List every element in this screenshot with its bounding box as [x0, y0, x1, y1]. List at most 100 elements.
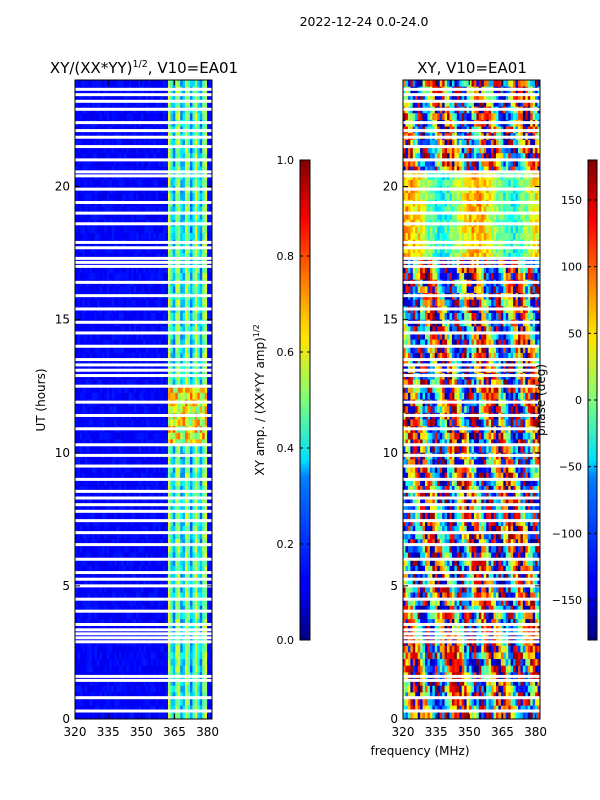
amp-cell — [133, 512, 137, 520]
amp-cell — [163, 506, 166, 514]
amp-cell — [202, 153, 206, 161]
amp-cell — [199, 406, 203, 414]
amp-cell — [199, 193, 203, 201]
amp-cell — [204, 339, 208, 347]
amp-cell — [167, 326, 171, 334]
amp-cell — [89, 139, 93, 147]
amp-cell — [194, 492, 198, 500]
amp-cell — [141, 193, 144, 201]
amp-cell — [116, 352, 120, 360]
amp-cell — [77, 326, 81, 334]
amp-cell — [165, 406, 169, 414]
amp-cell — [101, 605, 105, 613]
amp-cell — [119, 299, 122, 307]
amp-cell — [131, 213, 135, 221]
amp-cell — [204, 419, 208, 427]
amp-cell — [204, 579, 208, 587]
amp-cell — [177, 492, 181, 500]
amp-cell — [187, 605, 191, 613]
amp-cell — [167, 166, 171, 174]
amp-cell — [121, 592, 125, 600]
amp-cell — [82, 459, 86, 467]
amp-cell — [133, 246, 137, 254]
amp-cell — [197, 286, 201, 294]
amp-cell — [123, 592, 127, 600]
amp-cell — [177, 439, 181, 447]
amp-cell — [202, 166, 206, 174]
amp-cell — [77, 392, 81, 400]
amp-cell — [84, 113, 88, 121]
amp-cell — [150, 332, 154, 340]
amp-cell — [202, 486, 206, 494]
amp-cell — [199, 386, 203, 394]
amp-cell — [202, 592, 206, 600]
amp-cell — [180, 253, 184, 261]
amp-cell — [77, 446, 81, 454]
amp-cell — [175, 446, 179, 454]
amp-cell — [148, 619, 152, 627]
amp-cell — [94, 226, 98, 234]
amp-cell — [109, 286, 113, 294]
amp-cell — [97, 406, 100, 414]
amp-cell — [165, 552, 169, 560]
amp-cell — [77, 539, 81, 547]
amp-cell — [84, 379, 88, 387]
amp-cell — [182, 419, 186, 427]
amp-cell — [84, 512, 88, 520]
amp-cell — [143, 326, 147, 334]
amp-cell — [141, 379, 144, 387]
amp-cell — [109, 499, 113, 507]
amp-cell — [109, 339, 113, 347]
amp-cell — [180, 206, 184, 214]
amp-cell — [87, 599, 91, 607]
amp-cell — [192, 406, 196, 414]
amp-cell — [131, 233, 135, 241]
amp-cell — [155, 253, 159, 261]
amp-cell — [172, 632, 176, 640]
amp-cell — [104, 206, 108, 214]
amp-cell — [182, 153, 186, 161]
amp-cell — [136, 659, 140, 667]
amp-cell — [126, 565, 130, 573]
amp-cell — [192, 379, 196, 387]
amp-cell — [99, 545, 103, 553]
amp-cell — [182, 299, 186, 307]
amp-cell — [175, 113, 179, 121]
amp-cell — [77, 273, 81, 281]
amp-cell — [148, 665, 152, 673]
amp-cell — [126, 379, 130, 387]
amp-cell — [175, 392, 179, 400]
amp-cell — [84, 352, 88, 360]
amp-cell — [97, 419, 100, 427]
amp-cell — [194, 592, 198, 600]
amp-cell — [94, 206, 98, 214]
amp-cell — [153, 506, 157, 514]
amp-cell — [116, 213, 120, 221]
amp-cell — [141, 439, 144, 447]
amp-cell — [177, 352, 181, 360]
amp-cell — [133, 233, 137, 241]
amp-cell — [177, 99, 181, 108]
amp-cell — [75, 665, 78, 673]
amp-cell — [209, 253, 213, 261]
amp-cell — [153, 93, 157, 101]
amp-cell — [128, 585, 132, 593]
amp-cell — [109, 386, 113, 394]
amp-cell — [94, 512, 98, 520]
amp-cell — [92, 512, 95, 520]
amp-cell — [92, 632, 95, 640]
amp-cell — [82, 299, 86, 307]
amp-cell — [128, 392, 132, 400]
amp-cell — [111, 286, 115, 294]
amp-cell — [204, 619, 208, 627]
amp-cell — [175, 632, 179, 640]
amp-cell — [128, 552, 132, 560]
amp-cell — [119, 159, 122, 167]
amp-cell — [172, 619, 176, 627]
amp-cell — [126, 579, 130, 587]
amp-cell — [170, 286, 174, 294]
amp-cell — [194, 352, 198, 360]
amp-cell — [192, 253, 196, 261]
amp-cell — [148, 506, 152, 514]
amp-cell — [94, 146, 98, 154]
